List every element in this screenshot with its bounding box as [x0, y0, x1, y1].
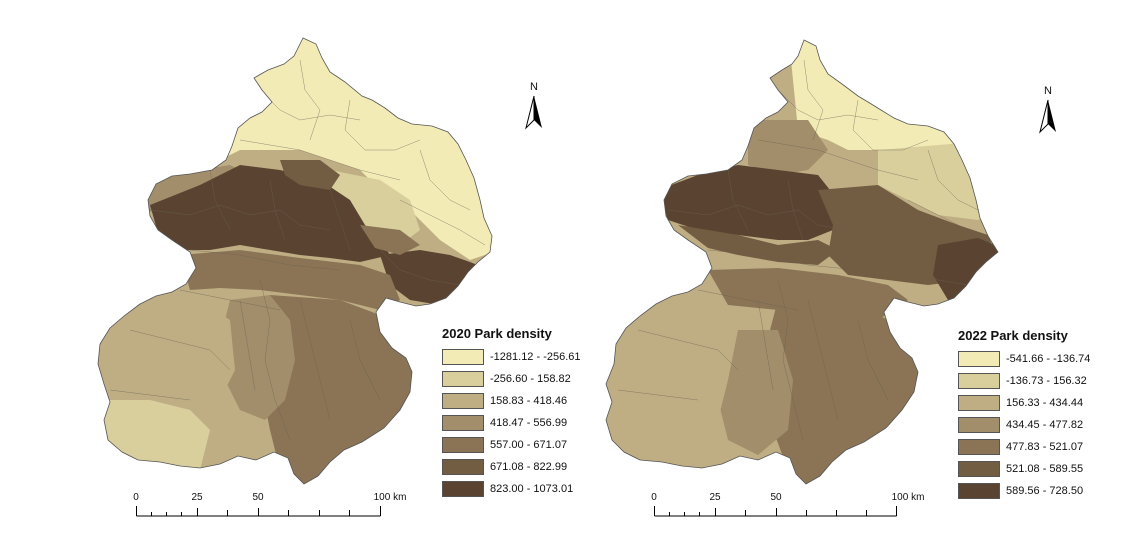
scale-bar-2022: 0 25 50 100 km [651, 492, 925, 522]
scale-label: 50 [770, 492, 782, 503]
legend-2022: 2022 Park density -541.66 - -136.74 -136… [958, 328, 1138, 502]
legend-swatch [442, 393, 484, 409]
legend-swatch [958, 439, 1000, 455]
legend-item: 434.45 - 477.82 [958, 414, 1138, 436]
legend-label: -136.73 - 156.32 [1006, 375, 1087, 387]
north-arrow-label: N [530, 81, 538, 93]
legend-title: 2020 Park density [442, 326, 552, 341]
legend-label: -256.60 - 158.82 [490, 373, 571, 385]
legend-item: 158.83 - 418.46 [442, 390, 622, 412]
legend-label: 418.47 - 556.99 [490, 417, 568, 429]
scale-label: 50 [252, 492, 264, 503]
legend-label: 671.08 - 822.99 [490, 461, 568, 473]
legend-swatch [958, 483, 1000, 499]
legend-swatch [442, 371, 484, 387]
legend-title: 2022 Park density [958, 328, 1068, 343]
map-panel-2022: N 2022 Park density -541.66 - -136.74 -1… [578, 0, 1138, 552]
legend-item: 521.08 - 589.55 [958, 458, 1138, 480]
legend-swatch [442, 459, 484, 475]
legend-label: -1281.12 - -256.61 [490, 351, 581, 363]
legend-item: 823.00 - 1073.01 [442, 478, 622, 500]
legend-swatch [958, 417, 1000, 433]
legend-label: 158.83 - 418.46 [490, 395, 568, 407]
legend-label: 557.00 - 671.07 [490, 439, 568, 451]
legend-item: -136.73 - 156.32 [958, 370, 1138, 392]
legend-label: 521.08 - 589.55 [1006, 463, 1084, 475]
legend-swatch [958, 461, 1000, 477]
legend-swatch [442, 349, 484, 365]
scale-bar-ruler [136, 506, 381, 517]
legend-label: -541.66 - -136.74 [1006, 353, 1091, 365]
legend-label: 434.45 - 477.82 [1006, 419, 1084, 431]
scale-label: 0 [651, 492, 657, 503]
north-arrow-icon [1039, 99, 1056, 134]
choropleth-map-2020 [97, 37, 493, 485]
legend-swatch [442, 481, 484, 497]
scale-bar-ruler [654, 506, 897, 517]
legend-item: 557.00 - 671.07 [442, 434, 622, 456]
scale-label: 25 [191, 492, 203, 503]
legend-item: 418.47 - 556.99 [442, 412, 622, 434]
scale-label: 100 km [891, 492, 925, 503]
north-arrow-2020: N [522, 82, 546, 132]
legend-item: 156.33 - 434.44 [958, 392, 1138, 414]
scale-label: 25 [709, 492, 721, 503]
legend-2020: 2020 Park density -1281.12 - -256.61 -25… [442, 326, 622, 500]
scale-label: 0 [133, 492, 139, 503]
legend-item: 671.08 - 822.99 [442, 456, 622, 478]
legend-item: -541.66 - -136.74 [958, 348, 1138, 370]
legend-label: 156.33 - 434.44 [1006, 397, 1084, 409]
map-panel-2020: N 2020 Park density -1281.12 - -256.61 -… [0, 0, 581, 552]
north-arrow-icon [525, 95, 542, 130]
legend-item: 477.83 - 521.07 [958, 436, 1138, 458]
legend-item: -256.60 - 158.82 [442, 368, 622, 390]
legend-label: 477.83 - 521.07 [1006, 441, 1084, 453]
legend-swatch [442, 415, 484, 431]
legend-swatch [958, 351, 1000, 367]
north-arrow-2022: N [1036, 86, 1060, 136]
legend-swatch [442, 437, 484, 453]
legend-item: 589.56 - 728.50 [958, 480, 1138, 502]
legend-label: 589.56 - 728.50 [1006, 485, 1084, 497]
legend-swatch [958, 395, 1000, 411]
scale-bar-2020: 0 25 50 100 km [133, 492, 407, 522]
legend-swatch [958, 373, 1000, 389]
north-arrow-label: N [1044, 85, 1052, 97]
choropleth-map-2022 [605, 39, 999, 485]
legend-label: 823.00 - 1073.01 [490, 483, 574, 495]
scale-label: 100 km [373, 492, 407, 503]
legend-item: -1281.12 - -256.61 [442, 346, 622, 368]
